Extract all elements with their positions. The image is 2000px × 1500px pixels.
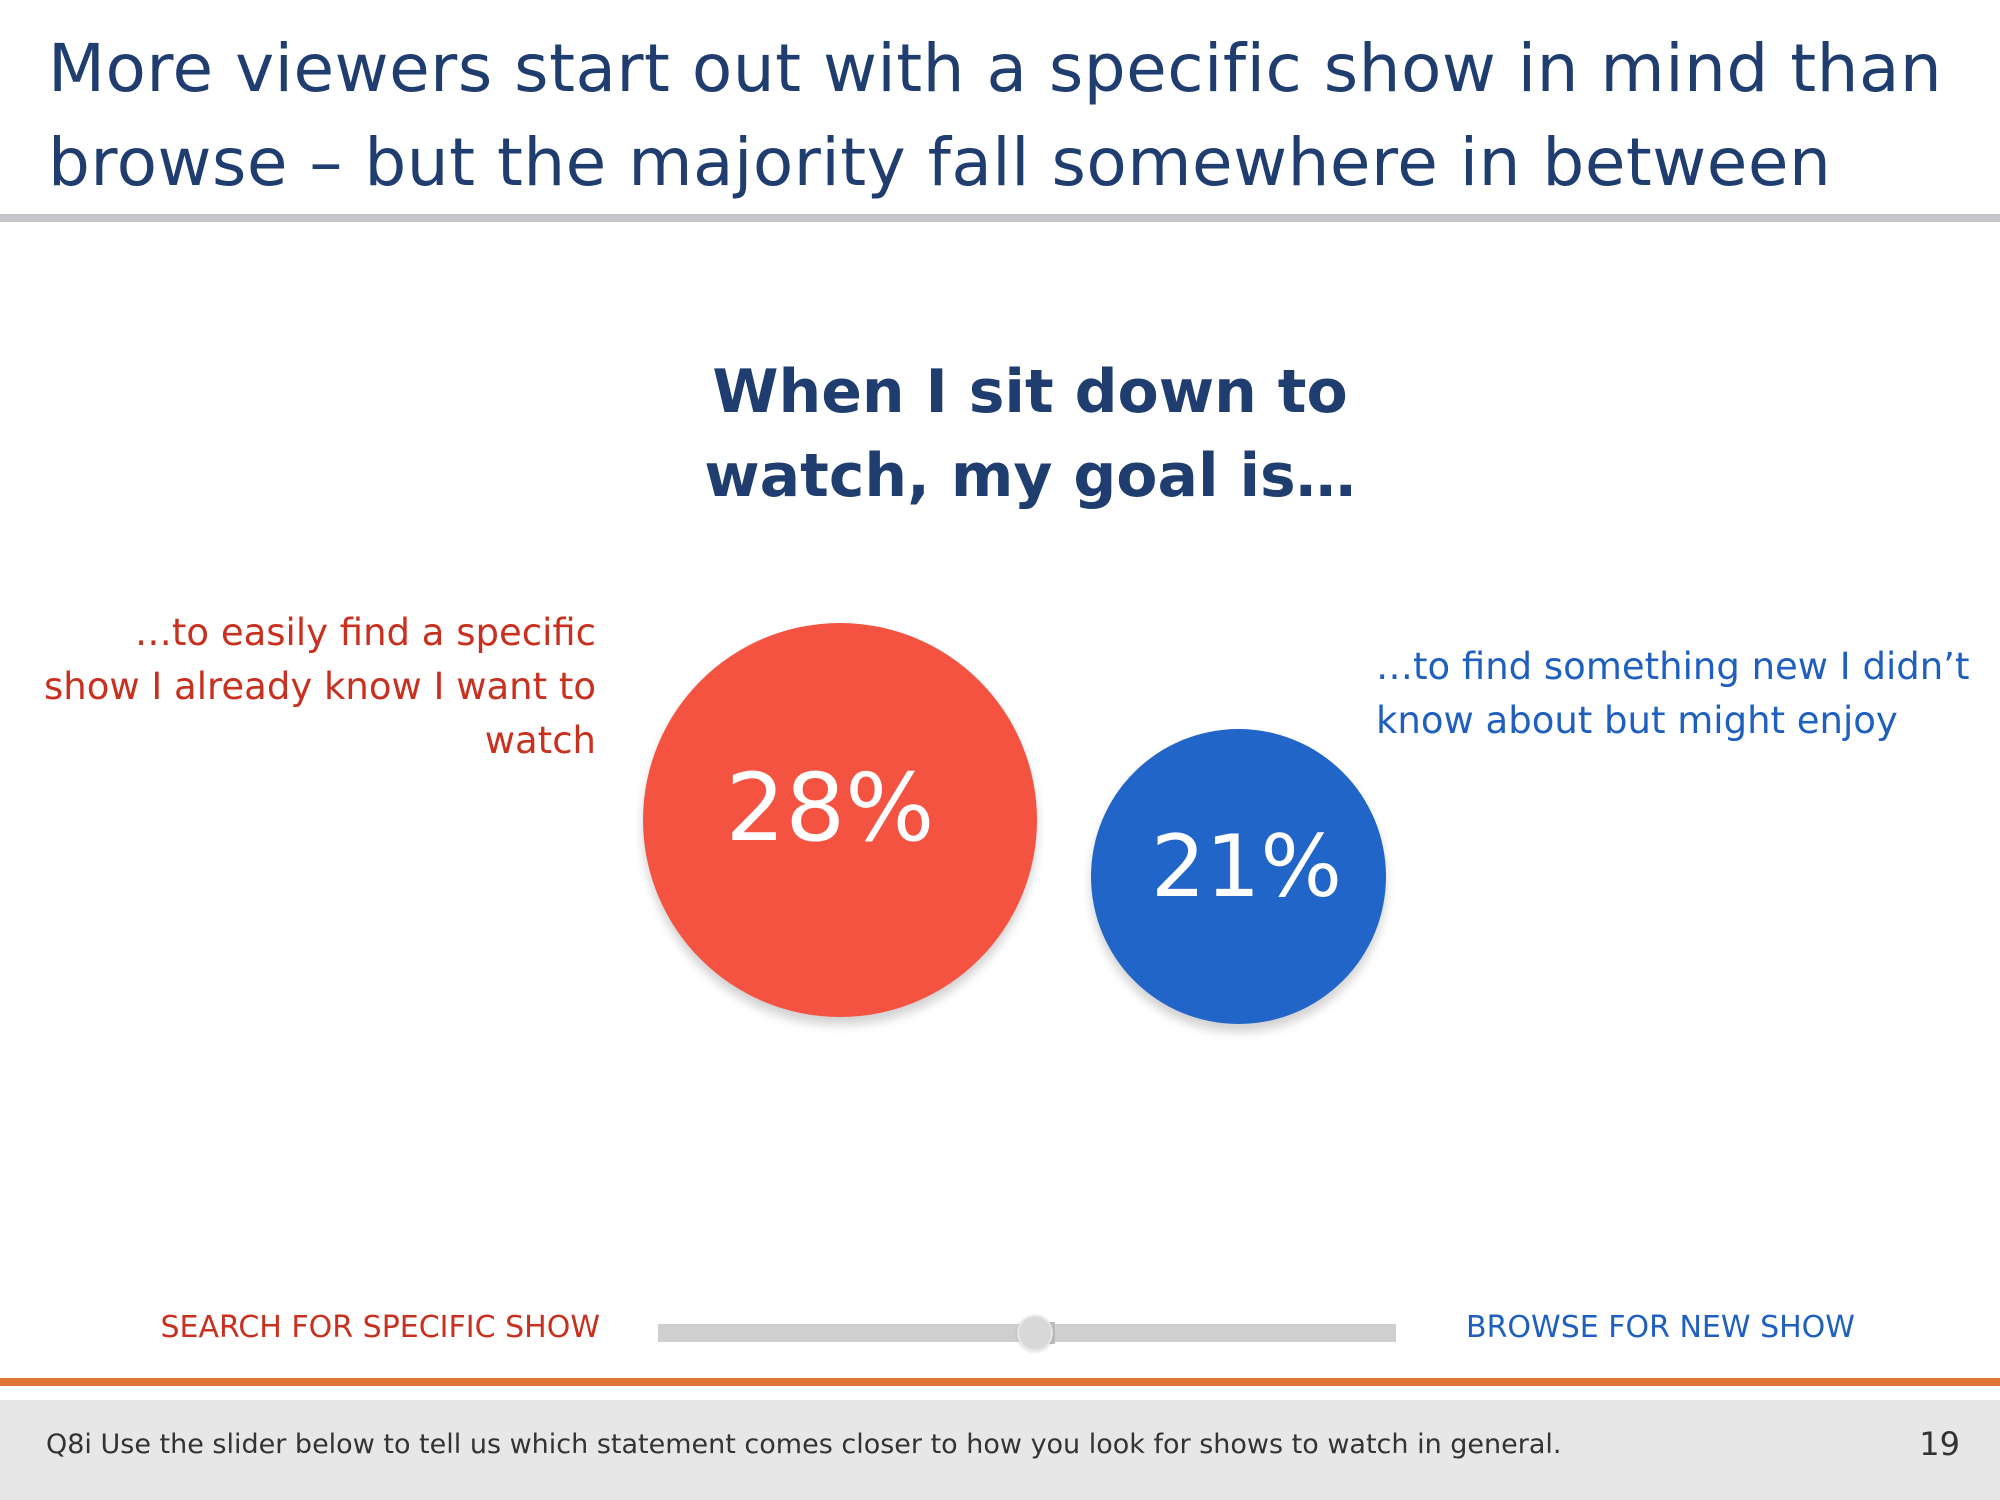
page-number: 19 (1919, 1425, 1960, 1463)
footer-divider (0, 1378, 2000, 1386)
browse-percentage-label: 21% (1150, 816, 1343, 917)
browse-percentage-bubble: 21% (1091, 729, 1386, 1024)
slider-right-label: BROWSE FOR NEW SHOW (1466, 1310, 1855, 1345)
question-footnote: Q8i Use the slider below to tell us whic… (46, 1429, 1562, 1460)
slider-handle[interactable] (1017, 1315, 1053, 1351)
slider-left-label: SEARCH FOR SPECIFIC SHOW (160, 1310, 600, 1345)
search-statement: …to easily find a specific show I alread… (43, 611, 596, 762)
search-percentage-label: 28% (725, 753, 935, 863)
title-divider (0, 214, 2000, 222)
browse-statement: …to find something new I didn’t know abo… (1376, 645, 1970, 742)
slide-title: More viewers start out with a specific s… (48, 30, 1943, 201)
search-percentage-bubble: 28% (643, 623, 1037, 1017)
question-heading: When I sit down to watch, my goal is… (704, 357, 1356, 511)
slider-track[interactable] (658, 1315, 1396, 1351)
footer-bar (0, 1400, 2000, 1500)
